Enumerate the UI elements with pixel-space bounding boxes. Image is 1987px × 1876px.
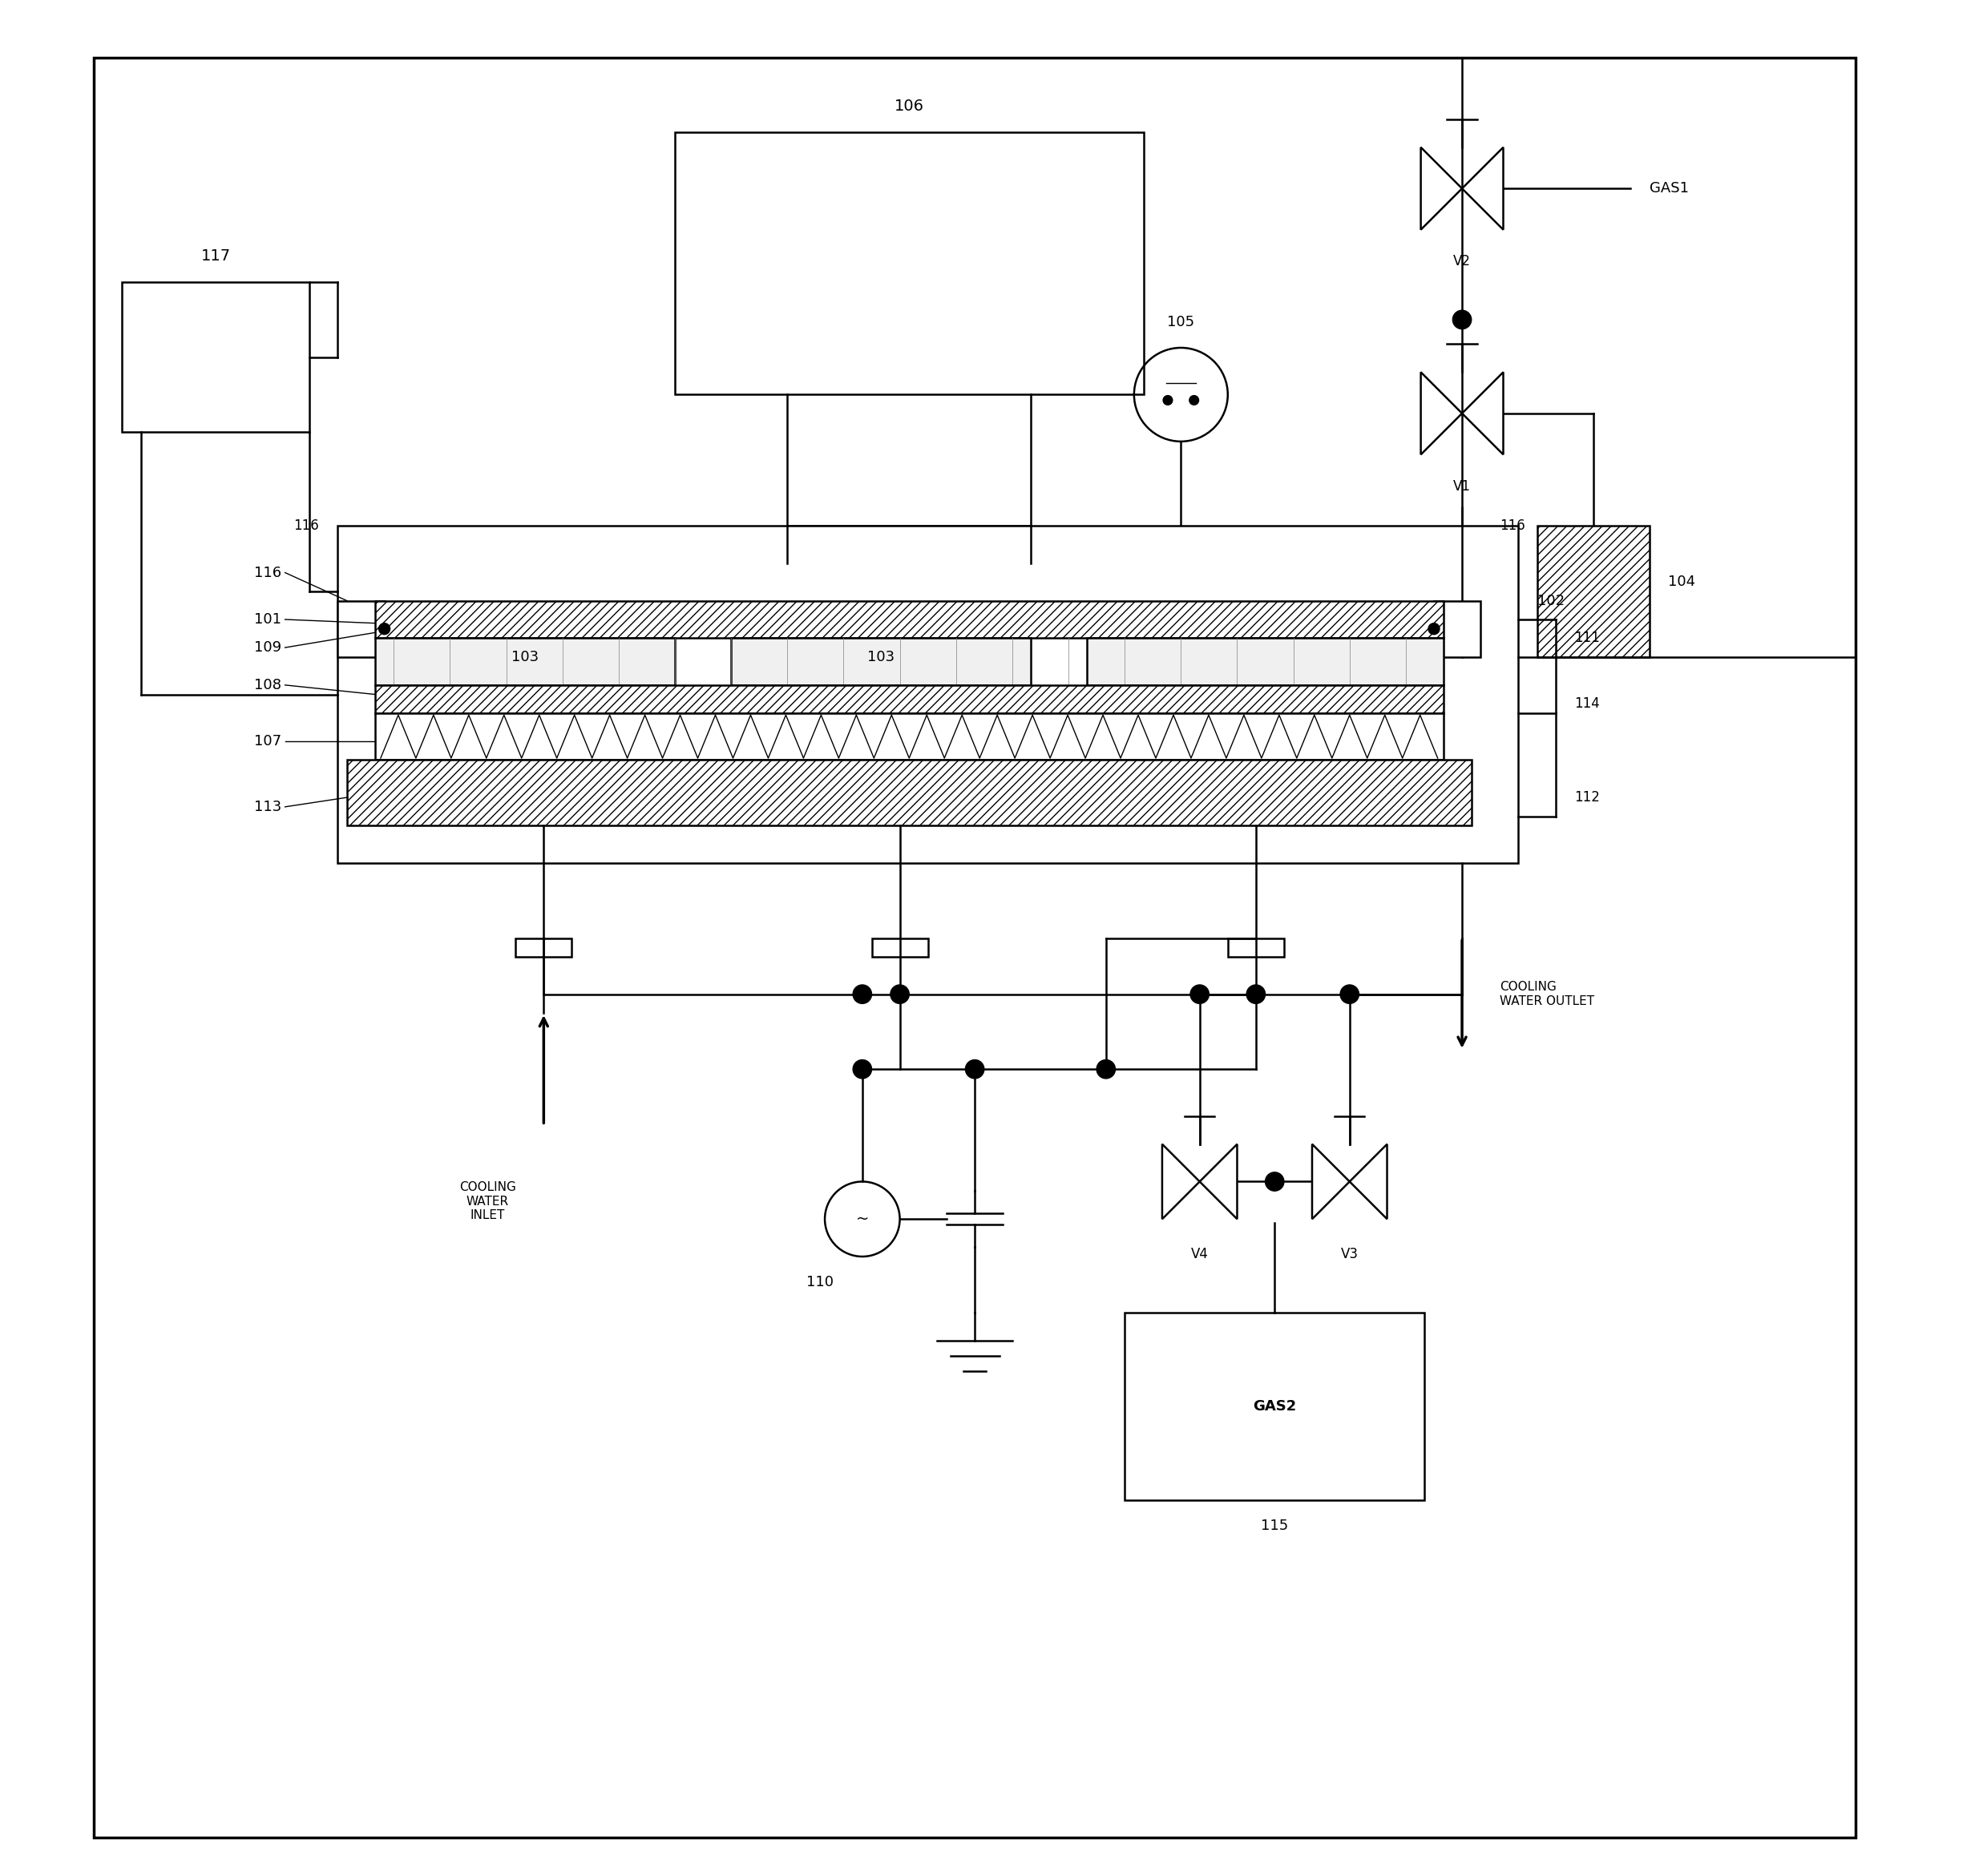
Text: ~: ~ [856, 1212, 868, 1227]
Text: 108: 108 [254, 677, 282, 692]
Text: 115: 115 [1262, 1520, 1288, 1533]
Text: 116: 116 [1500, 518, 1524, 533]
Bar [676, 133, 1143, 394]
Circle shape [1190, 396, 1198, 405]
Text: GAS2: GAS2 [1254, 1399, 1296, 1415]
Text: 103: 103 [868, 649, 894, 664]
Polygon shape [1200, 1144, 1238, 1219]
Bar [376, 685, 1443, 713]
Circle shape [1190, 985, 1208, 1004]
Circle shape [852, 1060, 872, 1079]
Bar [376, 713, 1443, 760]
Text: 106: 106 [894, 98, 924, 114]
Circle shape [890, 985, 910, 1004]
Bar [376, 638, 676, 685]
Bar [1087, 638, 1443, 685]
Bar [1435, 600, 1480, 657]
Text: 104: 104 [1669, 574, 1695, 589]
Text: V3: V3 [1341, 1248, 1359, 1261]
Circle shape [1339, 985, 1359, 1004]
Bar [348, 760, 1472, 825]
Text: 113: 113 [254, 799, 282, 814]
Bar [121, 281, 310, 431]
Bar [338, 525, 1518, 863]
Text: 116: 116 [294, 518, 318, 533]
Text: V1: V1 [1452, 478, 1470, 493]
Circle shape [1452, 310, 1472, 328]
Circle shape [380, 623, 389, 634]
Text: 105: 105 [1166, 315, 1194, 328]
Text: 117: 117 [201, 248, 230, 263]
Bar [1228, 938, 1284, 957]
Bar [1125, 1313, 1425, 1501]
Text: 112: 112 [1574, 790, 1600, 805]
Circle shape [1429, 623, 1439, 634]
Text: 111: 111 [1574, 630, 1600, 645]
Bar [731, 638, 1031, 685]
Polygon shape [1162, 1144, 1200, 1219]
Bar [338, 600, 383, 657]
Bar [515, 938, 572, 957]
Text: COOLING
WATER
INLET: COOLING WATER INLET [459, 1182, 517, 1221]
Polygon shape [1462, 148, 1504, 229]
Text: 103: 103 [511, 649, 538, 664]
Text: V4: V4 [1190, 1248, 1208, 1261]
Circle shape [852, 985, 872, 1004]
Text: 114: 114 [1574, 696, 1600, 711]
Polygon shape [1421, 371, 1462, 454]
Polygon shape [1421, 148, 1462, 229]
Circle shape [1246, 985, 1266, 1004]
Bar [376, 600, 1443, 638]
Bar [872, 938, 928, 957]
Text: GAS1: GAS1 [1649, 182, 1689, 195]
Circle shape [966, 1060, 984, 1079]
Circle shape [1097, 1060, 1115, 1079]
Text: COOLING
WATER OUTLET: COOLING WATER OUTLET [1500, 981, 1594, 1007]
Text: 110: 110 [807, 1276, 833, 1289]
Polygon shape [1311, 1144, 1349, 1219]
Text: 102: 102 [1538, 593, 1564, 608]
Text: 101: 101 [254, 612, 282, 627]
Polygon shape [1462, 371, 1504, 454]
Text: 107: 107 [254, 734, 282, 749]
Text: V2: V2 [1452, 253, 1470, 268]
Polygon shape [1349, 1144, 1387, 1219]
Text: 116: 116 [254, 565, 282, 580]
Circle shape [1162, 396, 1172, 405]
Bar [1538, 525, 1649, 657]
Circle shape [1266, 1172, 1284, 1191]
Text: 109: 109 [254, 640, 282, 655]
